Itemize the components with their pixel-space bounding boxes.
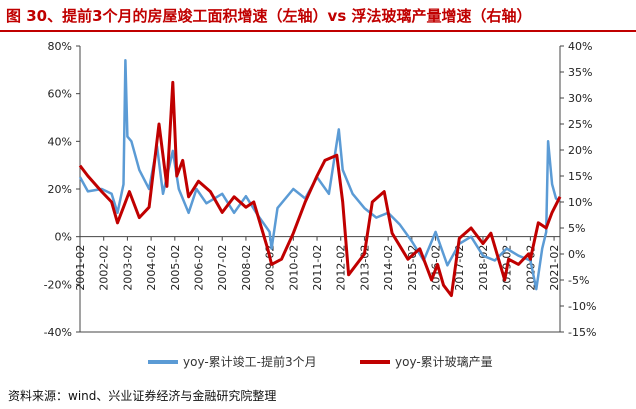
y-right-tick-label: -5% — [568, 274, 589, 287]
dual-axis-line-chart: -40% -20% 0% 20% 40% 60% 80% -15% -10% -5% 0% 5% 10%… — [44, 40, 597, 369]
x-tick-label: 2012-02 — [335, 245, 348, 291]
series-line-glass — [78, 80, 562, 298]
y-left-tick-label: 80% — [48, 40, 72, 53]
y-left-tick-label: 60% — [48, 88, 72, 101]
y-right-tick-label: -10% — [568, 300, 596, 313]
legend: yoy-累计竣工-提前3个月 yoy-累计玻璃产量 — [148, 354, 493, 369]
x-tick-label: 2006-02 — [193, 245, 206, 291]
y-right-tick-label: 25% — [568, 118, 592, 131]
x-tick-label: 2001-02 — [74, 245, 87, 291]
x-tick-label: 2004-02 — [145, 245, 158, 291]
y-right-tick-label: 15% — [568, 170, 592, 183]
y-right-tick-label: -15% — [568, 326, 596, 339]
x-tick-label: 2007-02 — [216, 245, 229, 291]
source-note: 资料来源：wind、兴业证券经济与金融研究院整理 — [8, 389, 277, 403]
y-left-tick-label: 20% — [48, 183, 72, 196]
y-right-tick-label: 40% — [568, 40, 592, 53]
x-tick-label: 2011-02 — [311, 245, 324, 291]
y-right-tick-label: 20% — [568, 144, 592, 157]
x-tick-label: 2003-02 — [121, 245, 134, 291]
y-left-tick-label: -40% — [44, 326, 72, 339]
chart-title: 图 30、提前3个月的房屋竣工面积增速（左轴）vs 浮法玻璃产量增速（右轴） — [6, 7, 532, 25]
y-right-tick-label: 0% — [568, 248, 585, 261]
y-left-tick-label: 40% — [48, 135, 72, 148]
y-right-tick-label: 10% — [568, 196, 592, 209]
x-tick-label: 2009-02 — [264, 245, 277, 291]
x-tick-label: 2021-02 — [548, 245, 561, 291]
y-left-tick-label: 0% — [55, 231, 72, 244]
x-tick-label: 2018-02 — [477, 245, 490, 291]
y-right-tick-label: 35% — [568, 66, 592, 79]
x-tick-label: 2002-02 — [98, 245, 111, 291]
title-divider — [0, 30, 636, 32]
x-tick-label: 2010-02 — [287, 245, 300, 291]
y-right-tick-label: 5% — [568, 222, 585, 235]
legend-label-glass: yoy-累计玻璃产量 — [395, 355, 493, 369]
x-tick-label: 2005-02 — [169, 245, 182, 291]
legend-label-completion: yoy-累计竣工-提前3个月 — [183, 354, 317, 369]
y-right-tick-label: 30% — [568, 92, 592, 105]
y-left-tick-label: -20% — [44, 278, 72, 291]
axes: -40% -20% 0% 20% 40% 60% 80% -15% -10% -5% 0% 5% 10%… — [44, 40, 597, 339]
plot-area — [78, 59, 562, 298]
x-tick-label: 2014-02 — [382, 245, 395, 291]
x-tick-label: 2008-02 — [240, 245, 253, 291]
